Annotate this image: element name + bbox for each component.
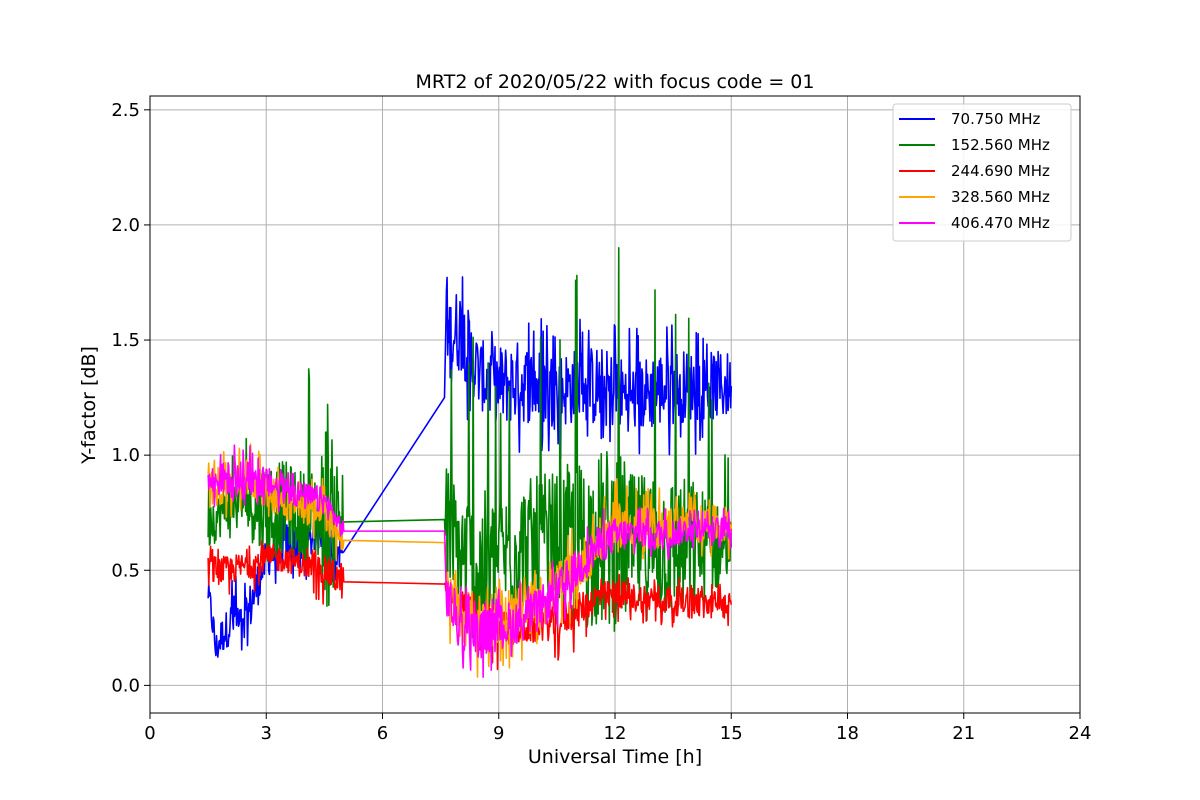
series-line-152-560-mhz bbox=[207, 246, 733, 645]
chart-title: MRT2 of 2020/05/22 with focus code = 01 bbox=[416, 71, 815, 93]
legend: 70.750 MHz 152.560 MHz 244.690 MHz 328.560 … bbox=[892, 103, 1072, 242]
legend-label: 244.690 MHz bbox=[951, 162, 1050, 180]
legend-label: 70.750 MHz bbox=[951, 110, 1040, 128]
x-tick-label: 12 bbox=[604, 723, 627, 744]
x-tick-label: 9 bbox=[493, 723, 504, 744]
series-line-406-470-mhz bbox=[207, 444, 733, 678]
x-tick-label: 0 bbox=[144, 723, 155, 744]
x-axis-label: Universal Time [h] bbox=[528, 746, 702, 768]
y-tick-label: 0.5 bbox=[111, 560, 140, 581]
y-tick-label: 1.0 bbox=[111, 445, 140, 466]
y-axis-label: Y-factor [dB] bbox=[78, 346, 100, 465]
x-tick-label: 3 bbox=[261, 723, 272, 744]
y-tick-label: 1.5 bbox=[111, 330, 140, 351]
y-tick-label: 2.5 bbox=[111, 100, 140, 121]
y-tick-label: 2.0 bbox=[111, 215, 140, 236]
y-tick-label: 0.0 bbox=[111, 675, 140, 696]
x-tick-label: 24 bbox=[1069, 723, 1092, 744]
x-axis: 0 3 6 9 12 15 18 21 24 bbox=[144, 713, 1091, 744]
x-tick-label: 15 bbox=[720, 723, 743, 744]
legend-label: 328.560 MHz bbox=[951, 188, 1050, 206]
x-tick-label: 18 bbox=[836, 723, 859, 744]
x-tick-label: 21 bbox=[952, 723, 975, 744]
legend-label: 406.470 MHz bbox=[951, 214, 1050, 232]
x-tick-label: 6 bbox=[377, 723, 388, 744]
legend-box bbox=[892, 103, 1072, 242]
series-layer bbox=[207, 246, 733, 678]
legend-label: 152.560 MHz bbox=[951, 136, 1050, 154]
y-axis: 0.0 0.5 1.0 1.5 2.0 2.5 bbox=[111, 100, 150, 696]
